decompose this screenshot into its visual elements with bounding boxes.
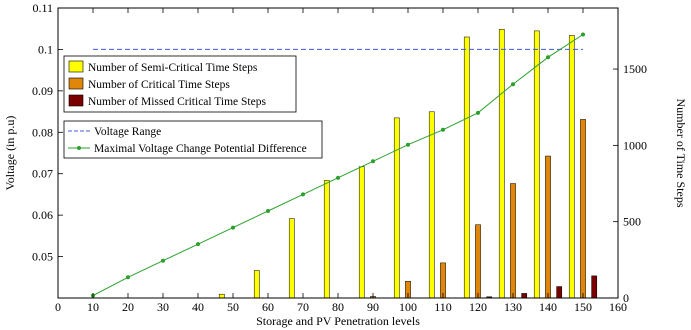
legend-lines: Voltage Range Maximal Voltage Change Pot… [63,120,323,159]
y-right-tick-label: 1500 [623,62,647,76]
max-voltage-change-point [231,225,235,230]
legend-label-critical: Number of Critical Time Steps [88,79,230,91]
semi-critical-bar [288,218,295,299]
y-axis-left-label: Voltage (in p.u) [3,116,17,191]
missed-critical-bar [591,275,598,299]
legend-label-voltage-range: Voltage Range [94,126,161,138]
x-tick-label: 140 [539,300,557,314]
x-tick-label: 30 [157,300,169,314]
y-right-tick-label: 1000 [623,138,647,152]
max-voltage-change-point [266,209,270,213]
max-voltage-change-point [126,275,130,280]
legend-label-max-voltage-change: Maximal Voltage Change Potential Differe… [94,143,307,155]
semi-critical-bar [358,166,365,299]
x-tick-label: 100 [399,300,417,314]
legend-swatch-semi-critical [68,60,84,73]
semi-critical-bar [393,117,400,299]
x-tick-label: 60 [262,300,274,314]
missed-critical-bar [556,286,563,299]
x-axis-label: Storage and PV Penetration levels [256,314,420,328]
x-tick-label: 120 [469,300,487,314]
y-axis-right: 0 500 1000 1500 [613,62,647,305]
max-voltage-change-point [406,142,410,147]
critical-bar [545,155,551,299]
semi-critical-bar [253,270,260,299]
critical-bar [475,224,481,299]
x-axis: 0 10 20 30 40 50 60 70 80 90 100 110 120 130 140 150 160 [55,8,627,314]
max-voltage-change-point [161,258,165,263]
missed-critical-bar [521,293,528,299]
y-axis-left: 0.05 0.06 0.07 0.08 0.09 0.1 0.11 [32,1,63,264]
max-voltage-change-point [196,242,200,247]
x-tick-label: 50 [227,300,239,314]
y-left-tick-label: 0.08 [32,125,53,139]
max-voltage-change-point [441,127,445,132]
semi-critical-bar [533,30,540,299]
x-tick-label: 10 [87,300,99,314]
max-voltage-change-point [511,82,515,87]
x-tick-label: 130 [504,300,522,314]
critical-bar [440,262,446,299]
max-voltage-change-point [476,110,480,115]
x-tick-label: 70 [297,300,309,314]
x-tick-label: 110 [434,300,452,314]
semi-critical-bar [323,180,330,299]
legend-swatch-missed [68,94,84,107]
critical-bar [510,183,516,299]
y-right-tick-label: 500 [623,215,641,229]
y-left-tick-label: 0.06 [32,208,53,222]
y-left-tick-label: 0.1 [38,42,53,56]
legend-swatch-critical [68,77,84,90]
y-axis-right-label: Number of Time Steps [674,98,688,207]
legend-lines-box [63,120,323,159]
semi-critical-bar [428,111,435,299]
x-tick-label: 90 [367,300,379,314]
max-voltage-change-point [301,192,305,197]
max-voltage-change-point [581,32,585,37]
lines-layer [91,32,585,298]
semi-critical-bar [218,293,225,299]
y-right-tick-label: 0 [623,291,629,305]
max-voltage-change-point [336,175,340,180]
semi-critical-bar [498,29,505,299]
semi-critical-bar [568,35,575,299]
semi-critical-bar [463,36,470,299]
y-left-tick-label: 0.11 [32,1,53,15]
legend-marker-max-voltage-change [77,146,81,150]
legend-label-semi-critical: Number of Semi-Critical Time Steps [88,62,258,74]
max-voltage-change-point [371,159,375,164]
x-tick-label: 150 [574,300,592,314]
y-left-tick-label: 0.07 [32,167,53,181]
legend-bars: Number of Semi-Critical Time Steps Numbe… [63,55,297,113]
x-tick-label: 20 [122,300,134,314]
legend-label-missed: Number of Missed Critical Time Steps [88,96,266,108]
x-tick-label: 0 [55,300,61,314]
x-tick-label: 40 [192,300,204,314]
critical-bar [580,119,586,299]
max-voltage-change-point [546,55,550,60]
x-tick-label: 80 [332,300,344,314]
legend-bars-box [63,55,297,113]
y-left-tick-label: 0.09 [32,84,53,98]
y-left-tick-label: 0.05 [32,250,53,264]
x-tick-label: 160 [609,300,627,314]
